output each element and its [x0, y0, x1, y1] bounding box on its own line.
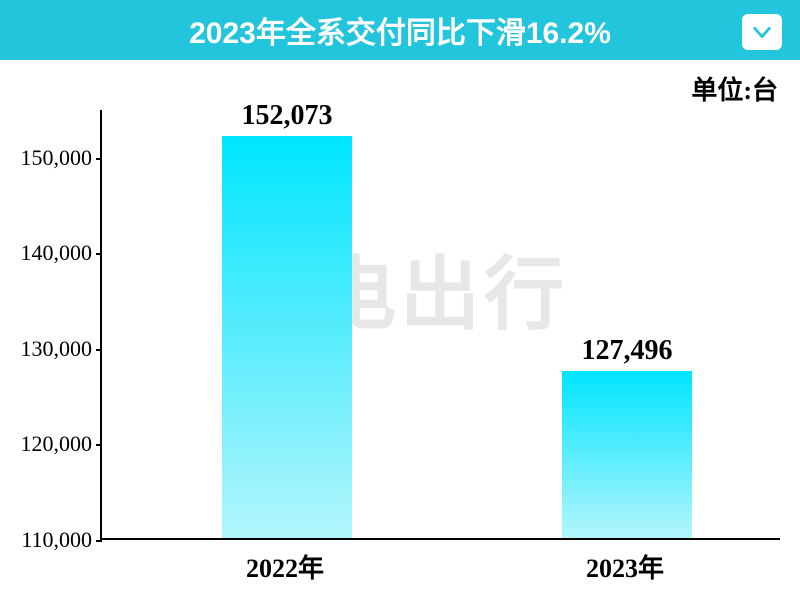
unit-label: 单位:台 — [691, 70, 778, 107]
chart-header: 2023年全系交付同比下滑16.2% — [0, 0, 800, 60]
dropdown-button[interactable] — [742, 14, 782, 50]
y-tick-label: 120,000 — [0, 431, 92, 457]
bar-value-label: 152,073 — [242, 100, 333, 132]
chart-title: 2023年全系交付同比下滑16.2% — [189, 8, 611, 52]
y-tick-mark — [96, 540, 102, 542]
bar-2023年 — [562, 371, 692, 538]
y-tick-mark — [96, 349, 102, 351]
y-tick-label: 150,000 — [0, 145, 92, 171]
plot-area: 152,073127,496 — [100, 110, 780, 540]
x-tick-label: 2022年 — [246, 548, 324, 585]
y-tick-label: 130,000 — [0, 336, 92, 362]
y-tick-mark — [96, 444, 102, 446]
y-tick-label: 110,000 — [0, 527, 92, 553]
chart-area: 152,073127,496 — [100, 110, 780, 540]
bar-2022年 — [222, 136, 352, 538]
y-tick-label: 140,000 — [0, 240, 92, 266]
y-tick-mark — [96, 158, 102, 160]
x-tick-label: 2023年 — [586, 548, 664, 585]
bar-value-label: 127,496 — [582, 335, 673, 367]
y-tick-mark — [96, 253, 102, 255]
chevron-down-icon — [751, 21, 773, 43]
